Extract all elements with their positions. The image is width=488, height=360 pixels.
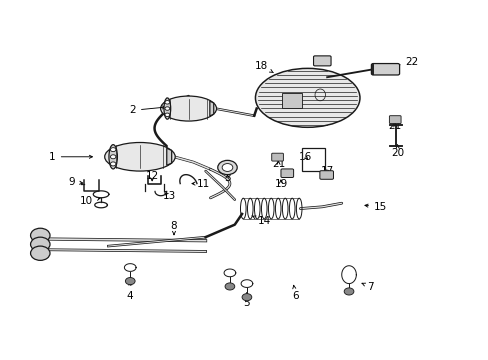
Text: 17: 17 bbox=[320, 166, 333, 176]
Circle shape bbox=[164, 107, 169, 110]
Text: 21: 21 bbox=[388, 121, 401, 131]
Circle shape bbox=[30, 246, 50, 260]
FancyBboxPatch shape bbox=[319, 171, 333, 179]
Text: 9: 9 bbox=[68, 177, 82, 187]
Text: 18: 18 bbox=[254, 61, 273, 73]
Polygon shape bbox=[166, 148, 171, 165]
Ellipse shape bbox=[255, 68, 359, 127]
Text: 19: 19 bbox=[274, 179, 287, 189]
Polygon shape bbox=[281, 93, 302, 108]
Text: 20: 20 bbox=[390, 145, 404, 158]
Text: 11: 11 bbox=[192, 179, 209, 189]
Text: 8: 8 bbox=[170, 221, 177, 235]
FancyBboxPatch shape bbox=[271, 153, 283, 161]
Text: 14: 14 bbox=[251, 216, 270, 226]
Text: 13: 13 bbox=[162, 191, 175, 201]
Polygon shape bbox=[209, 101, 213, 116]
Ellipse shape bbox=[163, 98, 170, 119]
Circle shape bbox=[110, 162, 116, 166]
FancyBboxPatch shape bbox=[371, 64, 399, 75]
Ellipse shape bbox=[160, 96, 216, 121]
Text: 21: 21 bbox=[271, 159, 285, 169]
FancyBboxPatch shape bbox=[388, 116, 400, 123]
Text: 12: 12 bbox=[145, 171, 159, 181]
Circle shape bbox=[222, 163, 232, 171]
Text: 15: 15 bbox=[364, 202, 386, 212]
Circle shape bbox=[344, 288, 353, 295]
Text: 10: 10 bbox=[80, 197, 100, 206]
Bar bbox=[301, 148, 325, 171]
Circle shape bbox=[110, 148, 116, 152]
Text: 3: 3 bbox=[224, 173, 230, 183]
Circle shape bbox=[125, 278, 135, 285]
FancyBboxPatch shape bbox=[281, 169, 293, 177]
Text: 1: 1 bbox=[49, 152, 92, 162]
FancyBboxPatch shape bbox=[313, 56, 330, 66]
Circle shape bbox=[242, 294, 251, 301]
Text: 5: 5 bbox=[243, 293, 250, 308]
Ellipse shape bbox=[109, 145, 117, 169]
Text: 22: 22 bbox=[391, 57, 418, 67]
Circle shape bbox=[164, 100, 169, 104]
Text: 2: 2 bbox=[129, 105, 165, 115]
Circle shape bbox=[217, 160, 237, 175]
Circle shape bbox=[30, 237, 50, 251]
Text: 16: 16 bbox=[298, 152, 311, 162]
Text: 4: 4 bbox=[127, 282, 133, 301]
Circle shape bbox=[224, 283, 234, 290]
Circle shape bbox=[30, 228, 50, 243]
Circle shape bbox=[164, 113, 169, 117]
Text: 6: 6 bbox=[292, 285, 298, 301]
Text: 7: 7 bbox=[361, 282, 373, 292]
Ellipse shape bbox=[104, 143, 175, 171]
Circle shape bbox=[110, 155, 116, 159]
